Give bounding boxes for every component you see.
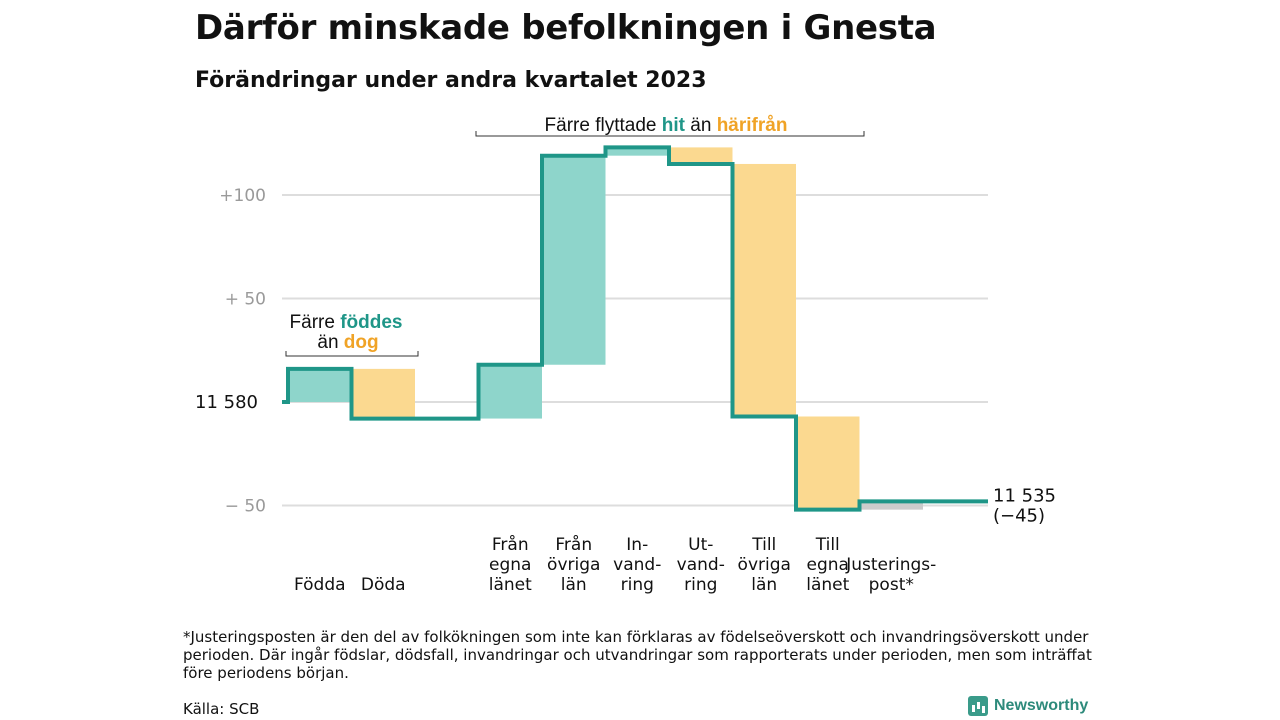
start-value-label: 11 580 bbox=[195, 392, 258, 413]
chart-subtitle: Förändringar under andra kvartalet 2023 bbox=[195, 68, 707, 93]
cumulative-step-line bbox=[282, 145, 988, 512]
y-tick-label: − 50 bbox=[225, 497, 266, 517]
category-label: ring bbox=[684, 575, 717, 595]
category-label: län bbox=[561, 575, 587, 595]
category-label: länet bbox=[806, 575, 849, 595]
category-label: Till bbox=[751, 535, 776, 555]
bar-justeringspost- bbox=[859, 501, 923, 510]
bar-döda bbox=[351, 368, 415, 419]
category-label: Från bbox=[492, 534, 529, 555]
end-change-label: (−45) bbox=[993, 505, 1045, 526]
newsworthy-logo-icon bbox=[968, 696, 988, 716]
category-label: län bbox=[751, 575, 777, 595]
bar-födda bbox=[288, 368, 352, 402]
category-label: Justerings- bbox=[845, 555, 936, 575]
brand-name: Newsworthy bbox=[994, 697, 1089, 714]
chart-title: Därför minskade befolkningen i Gnesta bbox=[195, 8, 937, 48]
y-tick-label: +100 bbox=[219, 186, 266, 206]
bar-invandring bbox=[605, 147, 669, 156]
category-label: övriga bbox=[547, 555, 600, 575]
annotation-moved: Färre flyttade hit än härifrån bbox=[545, 115, 788, 136]
category-label: vand- bbox=[677, 555, 725, 575]
category-label: vand- bbox=[613, 555, 661, 575]
category-label: egna bbox=[807, 555, 849, 575]
source-label: Källa: SCB bbox=[183, 700, 260, 718]
category-label: post* bbox=[869, 575, 914, 595]
category-label: In- bbox=[626, 535, 648, 555]
brand: Newsworthy bbox=[968, 696, 1088, 716]
footnote: *Justeringsposten är den del av folkökni… bbox=[183, 628, 1092, 682]
y-tick-label: + 50 bbox=[225, 290, 266, 310]
annotation-moved-bracket bbox=[475, 131, 865, 137]
bar-från-övriga-län bbox=[542, 155, 606, 365]
category-label: Födda bbox=[294, 575, 346, 595]
annotation-born-line1: Färre föddes bbox=[290, 312, 403, 333]
category-label: länet bbox=[489, 575, 532, 595]
bar-till-egna-länet bbox=[796, 416, 860, 510]
category-label: ring bbox=[621, 575, 654, 595]
category-label: Till bbox=[815, 535, 840, 555]
end-value-label: 11 535 bbox=[993, 485, 1056, 506]
bar-utvandring bbox=[669, 147, 733, 164]
category-label: Döda bbox=[361, 575, 406, 595]
annotation-born-line2: än dog bbox=[317, 332, 378, 353]
bar-till-övriga-län bbox=[732, 163, 796, 417]
category-label: Från bbox=[555, 534, 592, 555]
category-label: egna bbox=[489, 555, 531, 575]
bar-från-egna-länet bbox=[478, 364, 542, 419]
annotation-born-bracket bbox=[285, 351, 419, 357]
category-label: Ut- bbox=[688, 535, 713, 555]
category-label: övriga bbox=[738, 555, 791, 575]
